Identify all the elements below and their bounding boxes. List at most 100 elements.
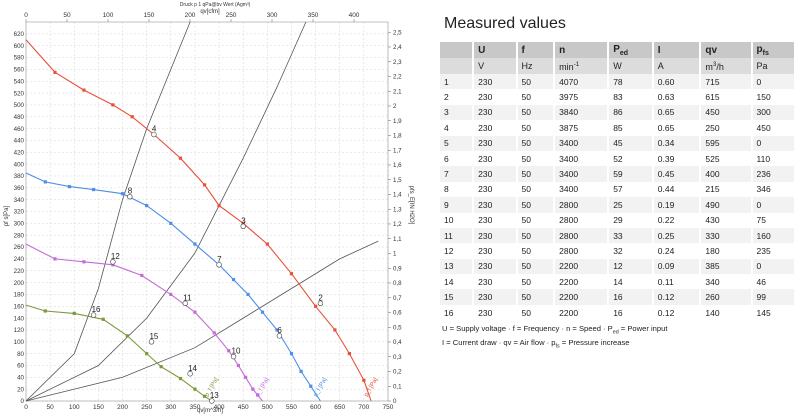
table-row: 4 230 50 3875 85 0.65 250 450 <box>440 120 797 136</box>
x-tick-label: 350 <box>190 404 201 411</box>
x2-tick-label: 0 <box>24 12 28 19</box>
table-cell: 3 <box>440 104 475 121</box>
table-cell: 57 <box>608 181 654 198</box>
operating-point-marker <box>240 223 246 230</box>
table-row: 8 230 50 3400 57 0.44 215 346 <box>440 181 797 198</box>
series-line-2 <box>25 172 321 402</box>
unit-cell: V <box>473 58 518 74</box>
performance-curves: p_f [Pa]p_f [Pa]p_f [Pa]p_f [Pa] <box>25 39 379 402</box>
table-cell: 85 <box>608 120 654 136</box>
series-marker <box>299 369 303 373</box>
table-cell: 78 <box>608 74 654 90</box>
table-row: 14 230 50 2200 14 0.11 340 46 <box>440 274 797 290</box>
y-tick-label: 40 <box>17 375 24 382</box>
series-marker <box>212 331 216 335</box>
operating-point-label: 15 <box>149 332 158 341</box>
table-cell: 0.65 <box>652 120 702 136</box>
table-cell: 0.63 <box>652 89 702 105</box>
table-cell: 0.24 <box>652 243 702 259</box>
y2-tick-label: 2 <box>393 103 397 110</box>
y2-tick-label: 0 <box>393 398 397 405</box>
series-marker <box>111 263 115 267</box>
operating-point-label: 16 <box>92 305 101 314</box>
chart-grid <box>25 22 389 402</box>
series-marker <box>169 292 173 297</box>
table-cell: 3875 <box>554 120 610 136</box>
system-curve-A <box>25 21 191 402</box>
table-row: 10 230 50 2800 29 0.22 430 75 <box>440 212 797 228</box>
series-marker <box>217 203 221 208</box>
y-tick-label: 560 <box>14 67 25 74</box>
table-cell: 0.19 <box>652 197 702 213</box>
y-tick-label: 480 <box>14 114 25 121</box>
y2-tick-label: 2,1 <box>393 88 402 95</box>
series-marker <box>82 88 86 92</box>
table-row: 15 230 50 2200 16 0.12 260 99 <box>440 289 797 305</box>
series-marker <box>260 310 265 314</box>
table-cell: 385 <box>700 258 753 275</box>
table-cell: 59 <box>608 166 654 182</box>
y2-tick-label: 1 <box>393 251 397 258</box>
table-cell: 0.39 <box>652 150 702 167</box>
unit-cell: m3/h <box>700 58 753 74</box>
x-tick-label: 100 <box>69 404 80 411</box>
series-marker <box>82 260 86 264</box>
table-cell: 250 <box>700 120 753 136</box>
x-tick-label: 500 <box>262 404 273 411</box>
table-cell: 260 <box>700 289 753 305</box>
table-cell: 230 <box>473 258 518 275</box>
series-marker <box>72 311 76 315</box>
operating-point-marker <box>90 312 97 318</box>
y2-tick-label: 1,5 <box>393 177 402 184</box>
system-curve-B <box>25 21 307 402</box>
table-cell: 86 <box>608 104 654 121</box>
table-cell: 235 <box>751 243 797 259</box>
table-cell: 230 <box>473 289 518 305</box>
y-tick-label: 620 <box>14 31 25 38</box>
table-cell: 110 <box>751 150 797 167</box>
y-tick-label: 600 <box>14 43 25 50</box>
operating-points: 2 3 4 6 7 8 10 11 12 13 14 15 16 <box>90 125 323 404</box>
table-row: 7 230 50 3400 59 0.45 400 236 <box>440 166 797 182</box>
x-tick-label: 50 <box>47 404 55 411</box>
series-marker <box>159 365 163 369</box>
table-cell: 715 <box>700 74 753 90</box>
table-cell: 99 <box>751 289 797 305</box>
operating-point-label: 10 <box>232 347 241 356</box>
table-cell: 230 <box>473 243 518 259</box>
series-marker <box>111 103 115 107</box>
table-cell: 50 <box>516 166 556 182</box>
table-cell: 346 <box>751 181 797 198</box>
table-cell: 180 <box>700 243 753 259</box>
y-tick-label: 440 <box>14 138 25 145</box>
y2-tick-label: 2,2 <box>393 74 402 81</box>
table-cell: 25 <box>608 197 654 213</box>
operating-point-label: 8 <box>128 187 133 196</box>
series-marker <box>120 192 125 196</box>
x-tick-label: 0 <box>24 404 28 411</box>
table-cell: 13 <box>440 258 475 275</box>
plot-frame <box>25 21 389 402</box>
y-tick-label: 60 <box>17 363 24 370</box>
series-marker <box>246 292 250 297</box>
table-cell: 5 <box>440 135 475 151</box>
table-cell: 50 <box>516 150 556 167</box>
operating-point-marker <box>127 193 133 200</box>
table-cell: 400 <box>700 166 753 182</box>
operating-point-marker <box>216 262 222 268</box>
table-row: 11 230 50 2800 33 0.25 330 160 <box>440 227 797 244</box>
x-tick-label: 250 <box>141 404 152 411</box>
y2-tick-label: 0,8 <box>393 280 402 287</box>
x2-tick-label: 50 <box>63 12 71 19</box>
header-cell: f <box>516 42 556 58</box>
table-cell: 230 <box>473 89 518 105</box>
series-marker <box>91 187 96 192</box>
series-marker <box>231 278 236 282</box>
table-cell: 300 <box>751 104 797 121</box>
y2-tick-label: 1,3 <box>393 206 402 213</box>
y-tick-label: 180 <box>14 292 25 299</box>
y2-tick-label: 0,3 <box>393 354 402 361</box>
chart-axes: 0 50 100 150 200 250 300 350 400 450 500 550 600 650 7… <box>14 12 402 411</box>
series-marker <box>289 352 294 356</box>
